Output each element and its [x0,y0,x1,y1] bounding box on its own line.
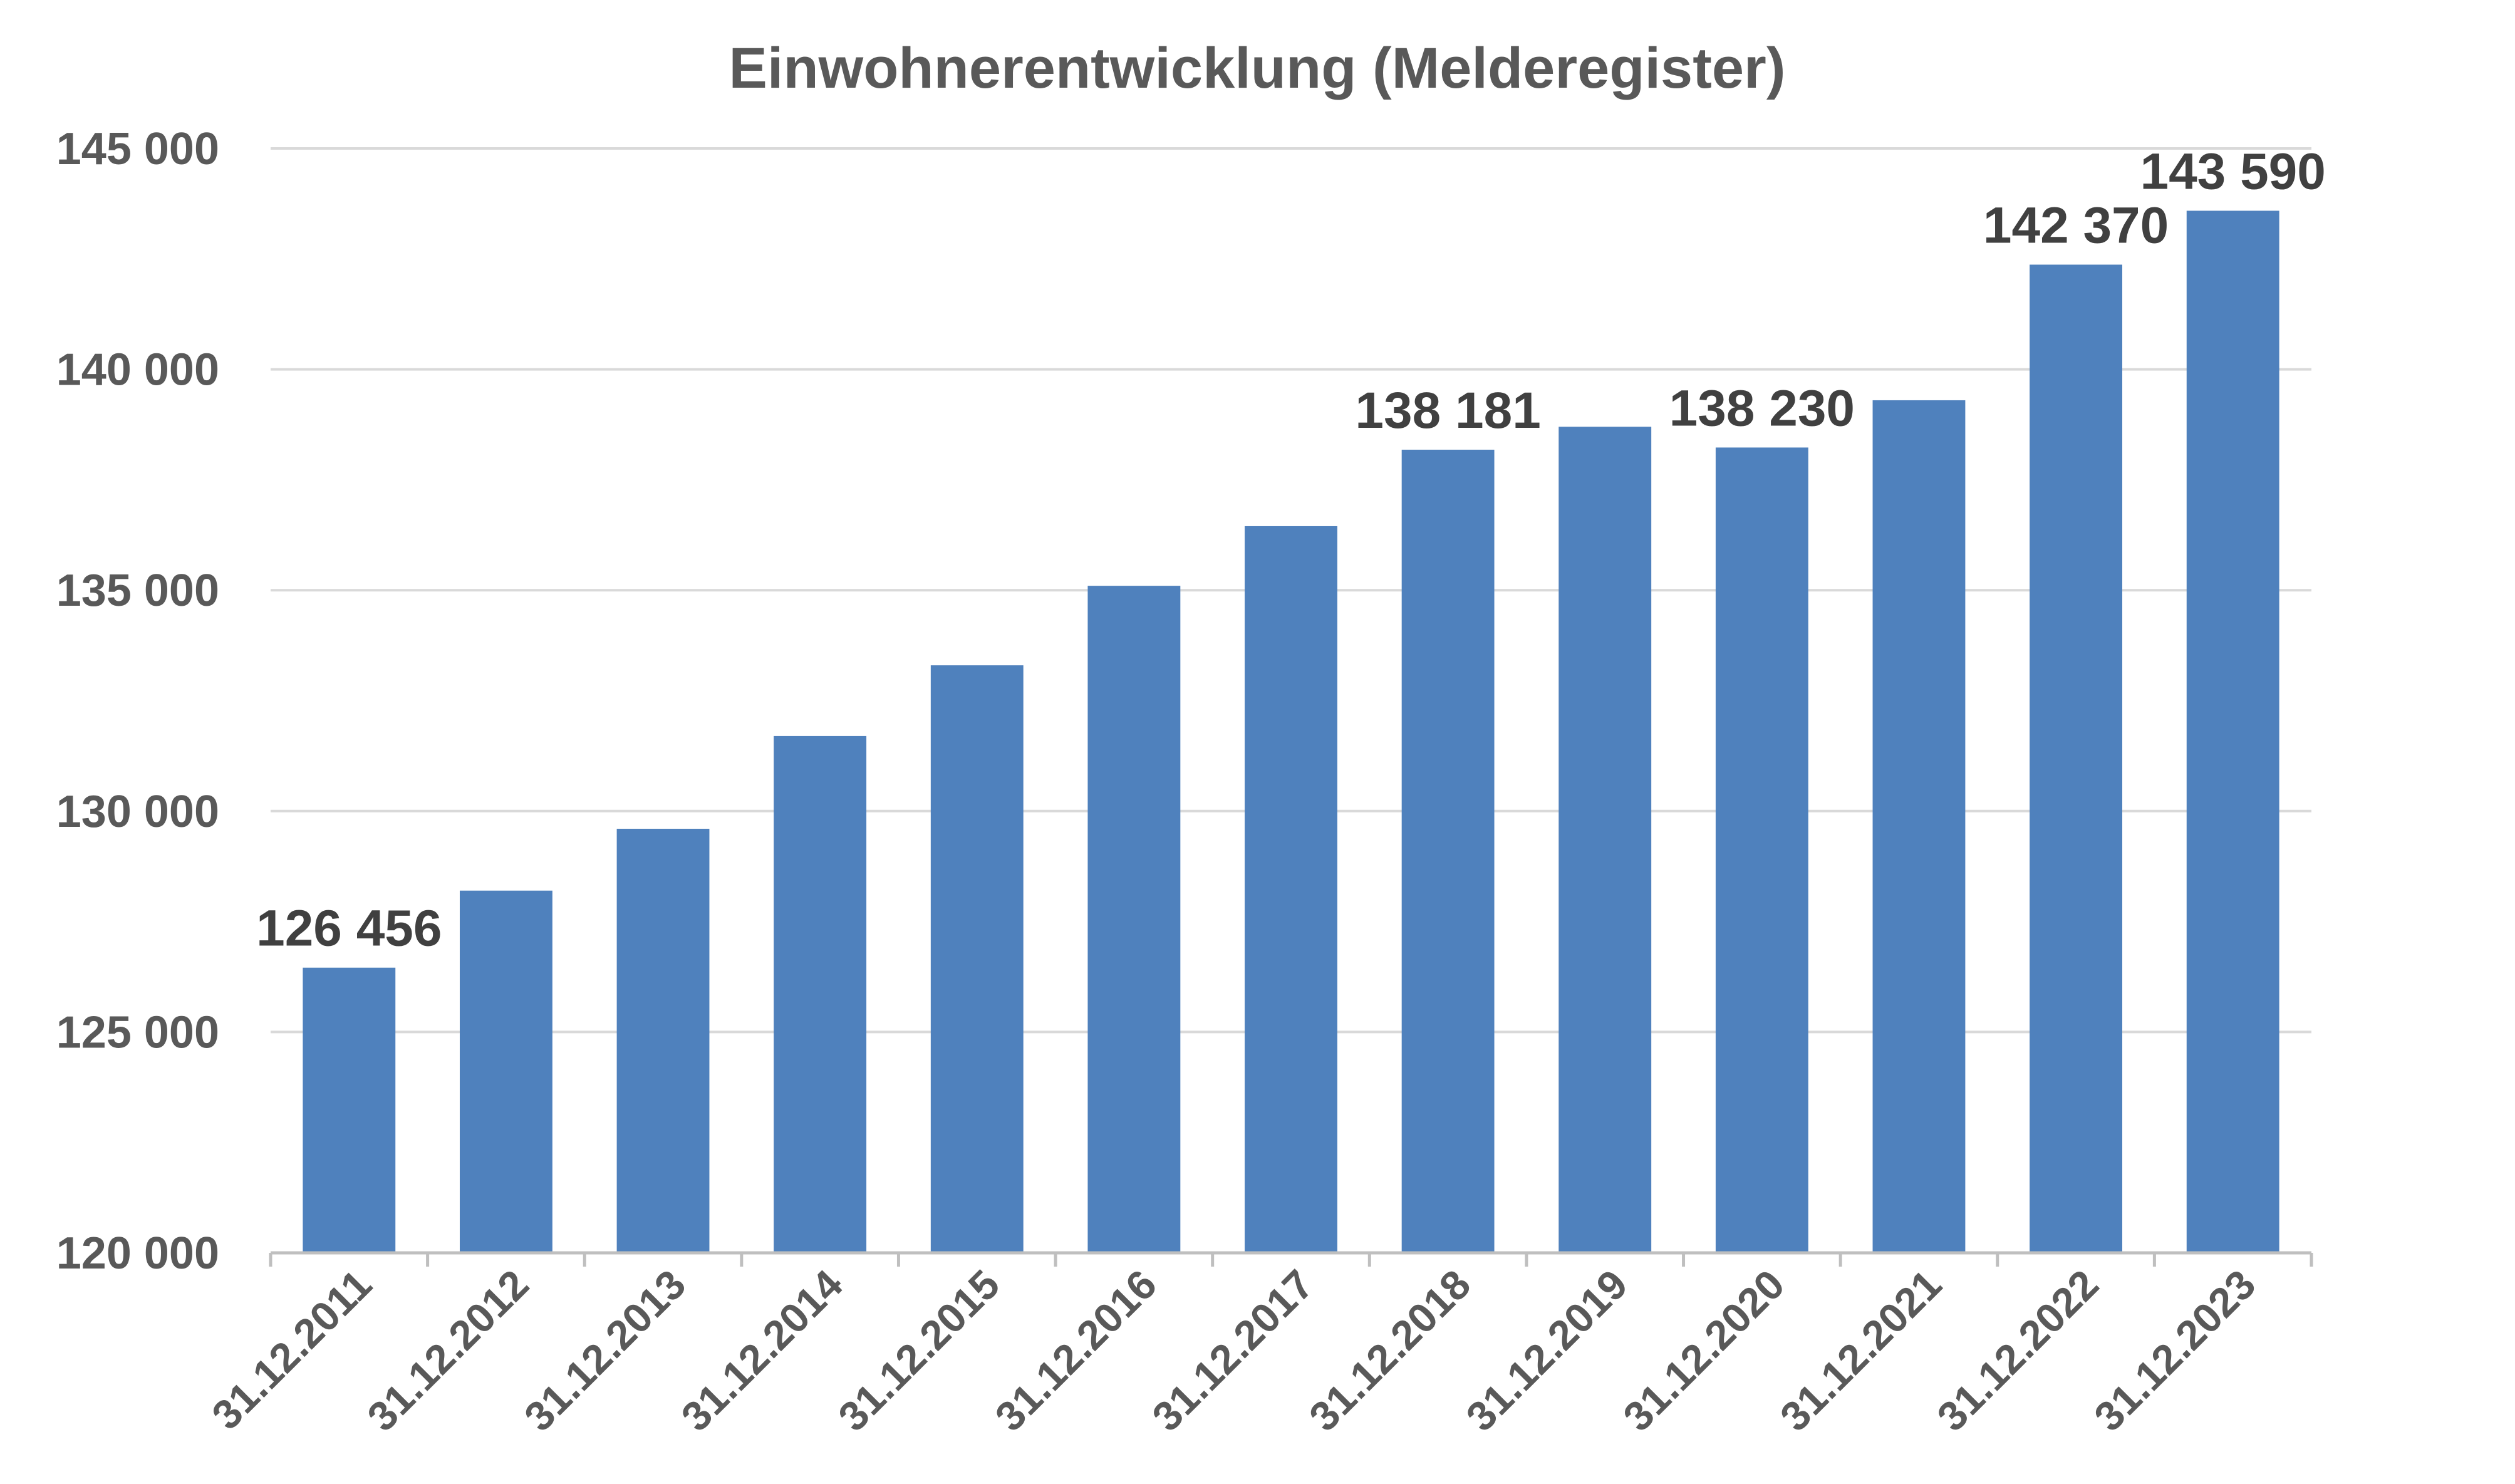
bar [303,967,396,1253]
bar [774,735,867,1253]
data-label: 138 181 [1355,382,1540,439]
y-tick-label: 140 000 [56,345,219,395]
y-tick-label: 135 000 [56,566,219,616]
x-tick-label: 31.12.2013 [516,1261,695,1440]
x-axis [269,1251,2313,1267]
bar [2030,264,2123,1253]
bar [616,829,710,1253]
bar [459,890,552,1253]
bar [1245,526,1337,1253]
x-tick-label: 31.12.2022 [1928,1261,2107,1440]
bar [930,665,1024,1253]
x-tick-label: 31.12.2017 [1143,1261,1322,1440]
x-tick-label: 31.12.2016 [986,1261,1165,1440]
x-axis-ticks: 31.12.201131.12.201231.12.201331.12.2014… [203,1260,2264,1440]
bar [1558,427,1652,1253]
y-tick-label: 125 000 [56,1007,219,1057]
data-label: 138 230 [1669,380,1855,437]
data-label: 126 456 [256,900,442,957]
bars [303,210,2279,1253]
y-tick-label: 120 000 [56,1228,219,1279]
x-tick-label: 31.12.2023 [2085,1261,2264,1440]
y-axis-ticks: 120 000 125 000 130 000 135 000 140 000 145 0… [56,124,219,1279]
y-tick-label: 130 000 [56,787,219,837]
data-label: 142 370 [1983,197,2169,254]
chart-title: Einwohnerentwicklung (Melderegister) [729,36,1786,100]
bar [1715,447,1808,1253]
bar [2186,210,2279,1253]
x-tick-label: 31.12.2018 [1300,1261,1480,1440]
x-tick-label: 31.12.2019 [1457,1261,1636,1440]
x-tick-label: 31.12.2015 [829,1261,1009,1440]
x-tick-label: 31.12.2014 [672,1260,851,1440]
x-tick-label: 31.12.2012 [358,1261,537,1440]
x-tick-label: 31.12.2020 [1614,1261,1793,1440]
bar [1401,449,1495,1253]
y-tick-label: 145 000 [56,124,219,174]
x-tick-label: 31.12.2021 [1771,1261,1950,1440]
x-tick-label: 31.12.2011 [203,1261,380,1438]
data-label: 143 590 [2140,143,2325,200]
bar [1087,586,1181,1253]
bar [1872,400,1966,1253]
